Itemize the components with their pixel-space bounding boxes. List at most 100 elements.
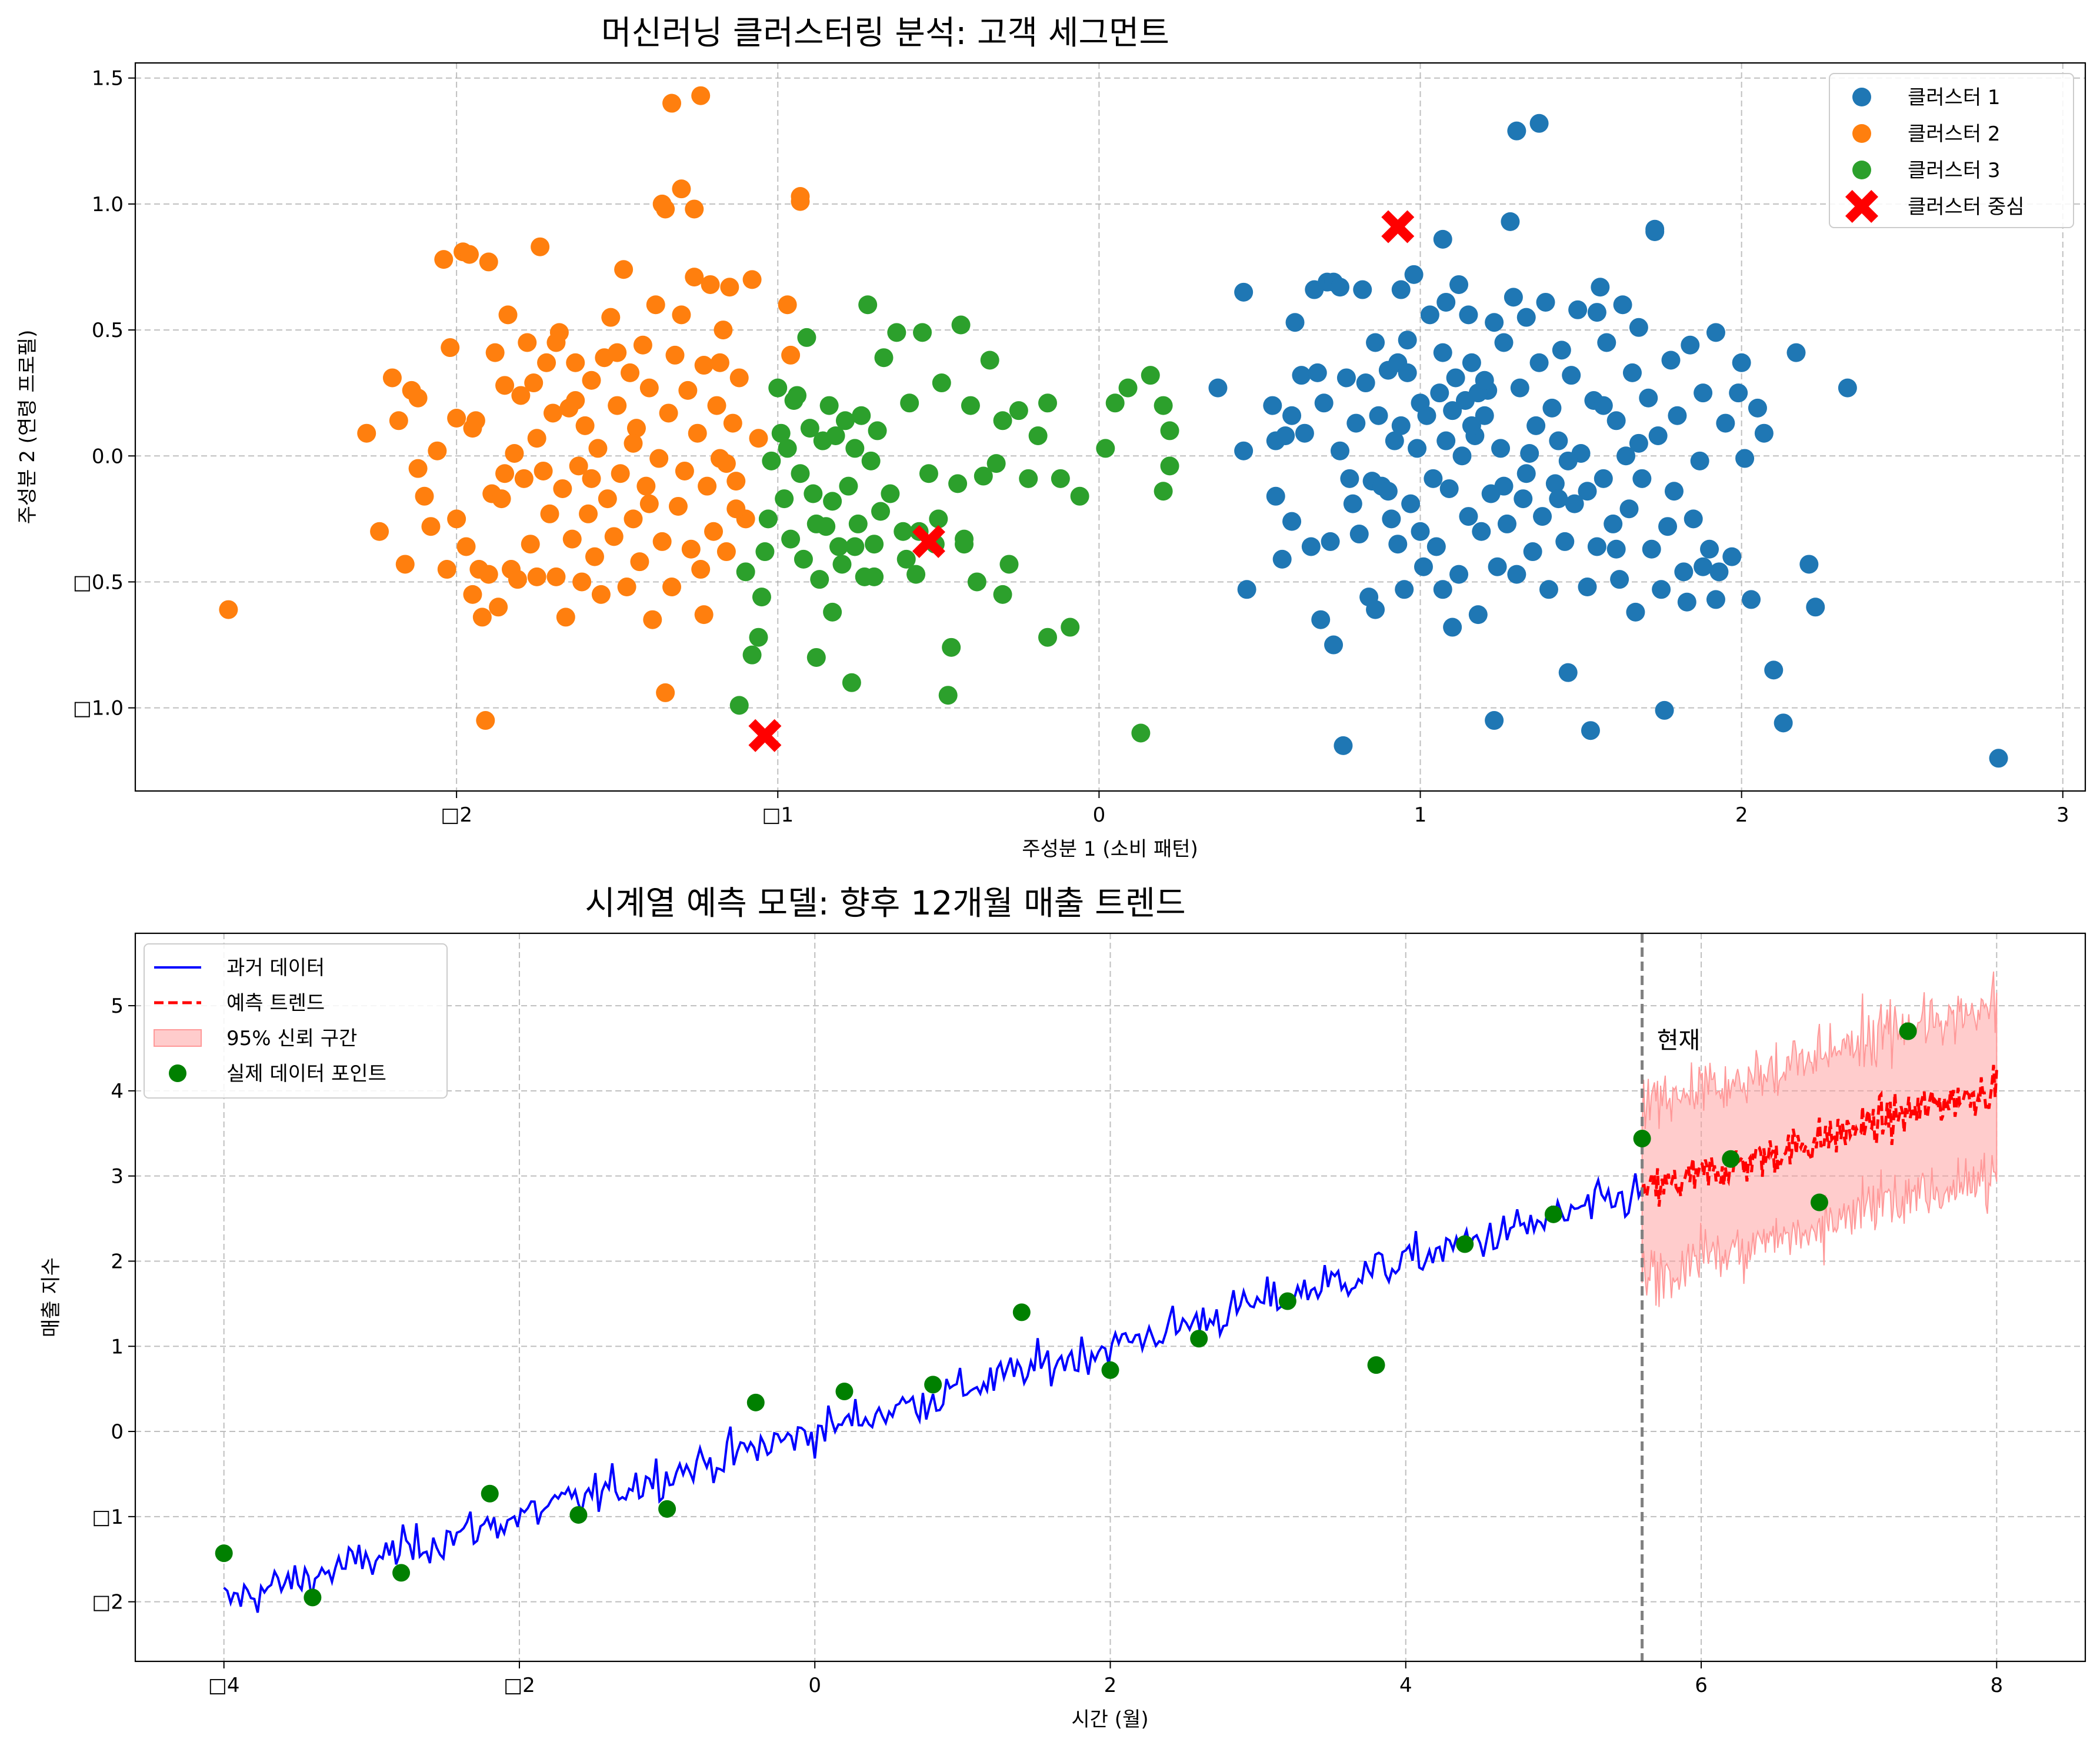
cluster2-point	[546, 333, 566, 352]
cluster1-point	[1436, 292, 1456, 312]
cluster1-point	[1366, 333, 1385, 352]
cluster2-point	[614, 260, 634, 279]
cluster3-point	[819, 396, 839, 415]
legend-label: 클러스터 중심	[1908, 195, 2025, 219]
actual-data-point	[924, 1376, 942, 1394]
cluster2-point	[749, 429, 768, 448]
chart1-x-tick-label: 3	[2056, 803, 2069, 827]
cluster3-point	[749, 627, 768, 647]
cluster3-point	[842, 673, 861, 692]
cluster2-point	[382, 368, 402, 388]
cluster1-point	[1334, 736, 1353, 755]
cluster1-point	[1754, 423, 1774, 443]
cluster2-point	[447, 409, 466, 428]
cluster2-point	[498, 305, 518, 325]
cluster3-point	[1009, 401, 1028, 420]
cluster2-point	[729, 368, 749, 388]
cluster1-point	[1578, 482, 1597, 501]
cluster2-point	[505, 443, 524, 463]
cluster3-point	[1154, 482, 1173, 501]
cluster3-point	[881, 484, 900, 503]
cluster1-point	[1292, 366, 1311, 385]
chart1-y-tick-label: □1.0	[73, 697, 124, 720]
cluster1-point	[1462, 353, 1481, 372]
cluster2-point	[421, 517, 441, 536]
cluster2-point	[720, 278, 739, 297]
cluster1-point	[1488, 557, 1507, 576]
cluster2-point	[611, 464, 630, 483]
cluster2-point	[389, 411, 408, 430]
cluster1-point	[1523, 542, 1542, 562]
actual-data-point	[215, 1544, 233, 1563]
cluster3-point	[835, 411, 855, 430]
cluster1-point	[1622, 363, 1642, 382]
cluster3-point	[906, 565, 926, 584]
cluster1-point	[1408, 439, 1427, 458]
cluster3-point	[896, 549, 916, 569]
cluster2-point	[459, 245, 479, 264]
cluster1-point	[1716, 413, 1735, 433]
cluster3-point	[951, 315, 971, 335]
cluster3-point	[848, 514, 868, 533]
cluster3-point	[938, 686, 958, 705]
chart2-x-tick-label: 0	[808, 1674, 821, 1697]
cluster3-point	[858, 295, 878, 315]
cluster1-point	[1735, 449, 1755, 468]
actual-data-point	[1278, 1292, 1296, 1310]
cluster1-point	[1311, 610, 1331, 629]
cluster3-point	[758, 509, 778, 529]
cluster1-point	[1472, 522, 1491, 541]
cluster1-point	[1433, 580, 1452, 599]
cluster1-point	[1581, 721, 1600, 740]
cluster3-point	[771, 423, 791, 443]
cluster2-point	[546, 567, 566, 586]
chart2-y-tick-label: 5	[111, 994, 124, 1018]
cluster2-point	[778, 295, 797, 315]
cluster2-point	[714, 321, 733, 340]
cluster1-point	[1533, 507, 1552, 526]
cluster2-point	[716, 454, 736, 473]
cluster1-point	[1514, 489, 1533, 509]
cluster1-point	[1346, 413, 1366, 433]
cluster3-point	[791, 464, 810, 483]
cluster3-point	[1051, 469, 1070, 488]
cluster3-point	[999, 555, 1019, 574]
cluster1-point	[1645, 222, 1665, 242]
actual-data-point	[835, 1382, 854, 1400]
chart1-plot-frame	[134, 62, 2086, 792]
cluster2-point	[591, 585, 611, 604]
cluster3-point	[775, 489, 794, 509]
cluster3-point	[868, 421, 887, 440]
chart1-grid	[135, 63, 2085, 791]
cluster2-point	[579, 504, 598, 523]
chart1-points	[219, 86, 2008, 768]
cluster1-point	[1639, 388, 1658, 408]
cluster1-point	[1594, 469, 1613, 488]
cluster2-point	[219, 600, 238, 619]
chart1-y-tick-label: 0.5	[92, 319, 124, 342]
cluster3-point	[1131, 723, 1151, 743]
cluster1-point	[1494, 476, 1514, 496]
cluster1-point	[1668, 406, 1687, 425]
cluster1-point	[1642, 539, 1661, 559]
cluster3-point	[1038, 627, 1058, 647]
cluster2-point	[527, 567, 546, 586]
cluster2-point	[691, 86, 711, 105]
cluster1-point	[1391, 280, 1411, 299]
legend-cluster2-marker	[1852, 124, 1871, 143]
cluster1-point	[1330, 278, 1349, 297]
cluster2-point	[598, 489, 617, 509]
cluster1-point	[1684, 509, 1703, 529]
cluster1-point	[1462, 416, 1481, 435]
cluster1-point	[1606, 539, 1626, 559]
cluster2-point	[553, 479, 572, 498]
cluster-chart: 머신러닝 클러스터링 분석: 고객 세그먼트 □2 □1 0 1 2 3 □1.0 □0.5…	[16, 14, 2086, 861]
cluster1-point	[1690, 451, 1709, 470]
cluster1-point	[1475, 371, 1494, 390]
cluster1-point	[1709, 562, 1729, 582]
cluster2-point	[492, 489, 511, 509]
cluster1-point	[1520, 443, 1539, 463]
cluster1-point	[1459, 507, 1478, 526]
cluster3-point	[1160, 421, 1179, 440]
